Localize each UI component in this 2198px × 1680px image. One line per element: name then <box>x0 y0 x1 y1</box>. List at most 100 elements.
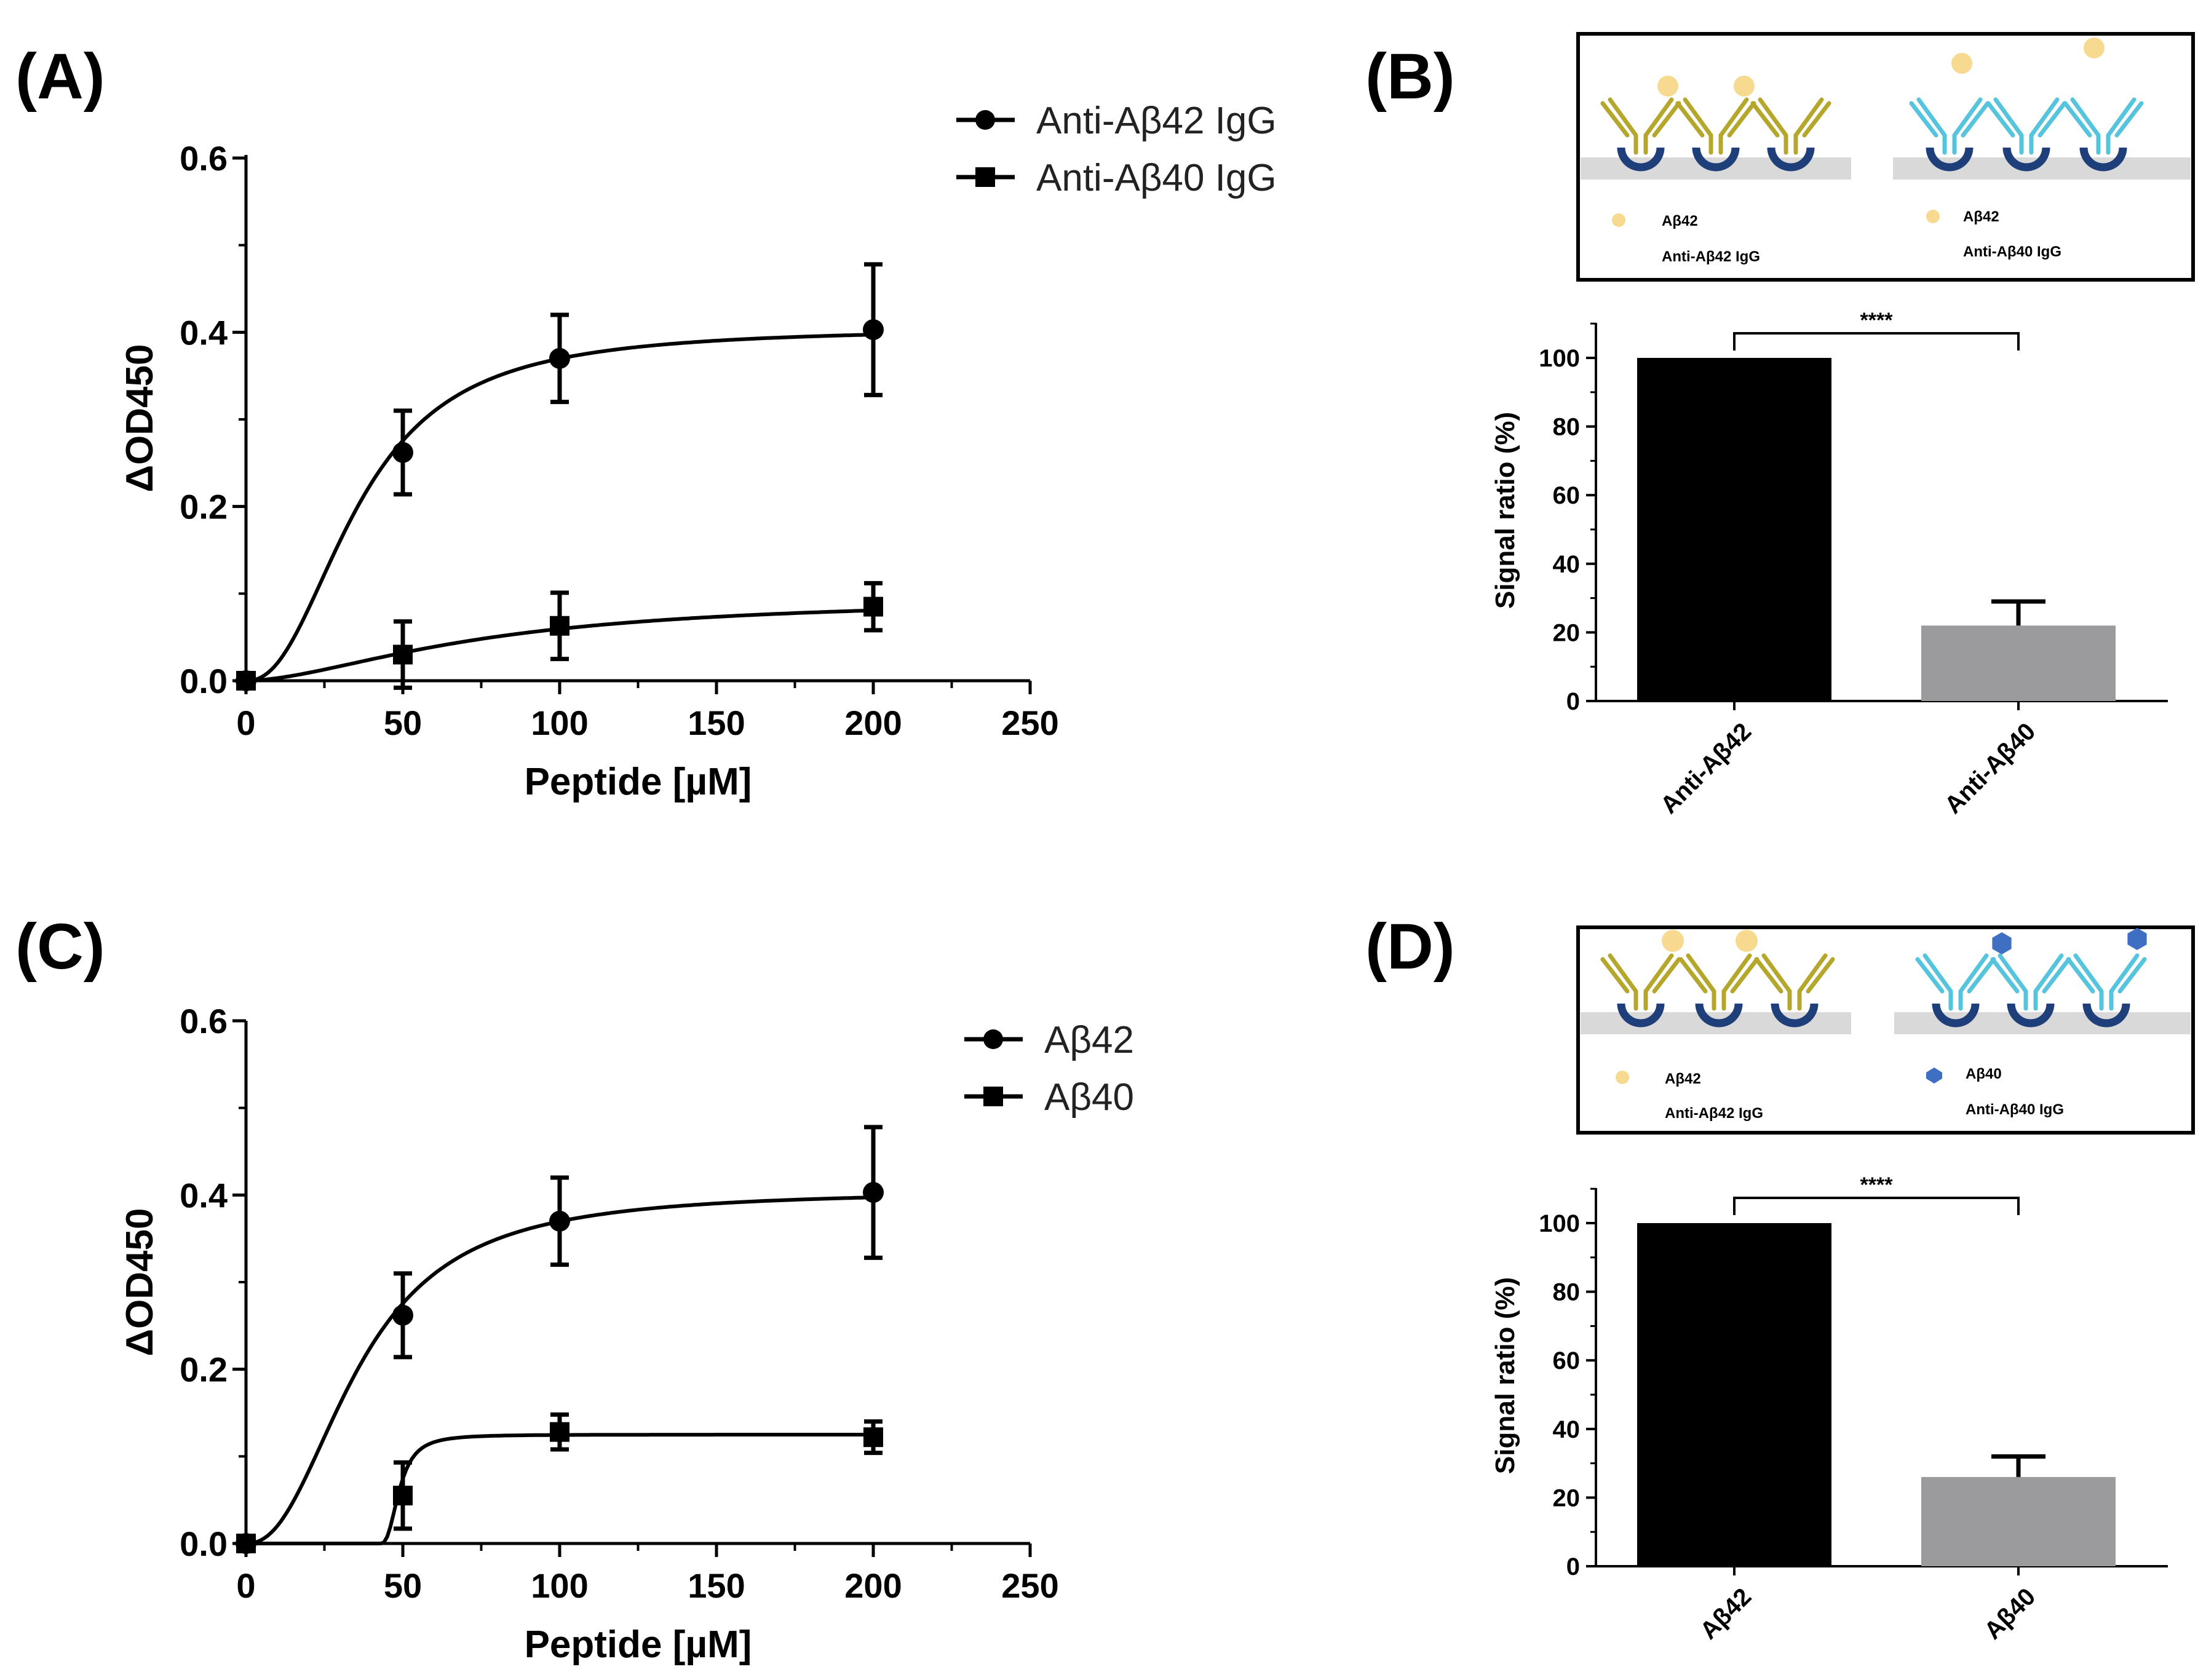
y-tick-label: 40 <box>1553 551 1581 578</box>
antibody-arm-left <box>1909 97 1947 138</box>
bar <box>1637 358 1831 701</box>
x-tick-label: 250 <box>1001 1566 1058 1605</box>
antibody-arm-left <box>1986 97 2024 138</box>
antibody-arm-right <box>1952 97 1990 138</box>
diagram-d-schematic: Aβ42 Anti-Aβ42 IgG Aβ40 Anti-Aβ40 IgG <box>1576 925 2195 1135</box>
x-tick-label: 50 <box>384 703 422 742</box>
antibody-stem <box>2019 133 2034 155</box>
peptide-icon <box>1662 930 1684 952</box>
peptide-icon <box>2084 38 2105 58</box>
peptide-legend-icon <box>1926 210 1940 223</box>
antibody-group-left <box>1600 76 1831 172</box>
antibody-icon <box>1750 97 1831 172</box>
antibody-arm-left <box>1600 953 1638 994</box>
x-axis-title: Peptide [µM] <box>525 1623 752 1666</box>
capture-receptor <box>2007 1003 2055 1028</box>
antibody-icon <box>1909 97 1990 172</box>
data-point-square <box>236 1534 256 1553</box>
diagram-frame <box>1576 32 2195 282</box>
diagram-b-schematic: Aβ42 Anti-Aβ42 IgG Aβ42 Anti-Aβ40 IgG <box>1576 32 2195 282</box>
x-tick-label: 0 <box>236 703 255 742</box>
y-tick-label: 0.2 <box>180 1350 228 1389</box>
significance-label: **** <box>1860 1173 1894 1197</box>
antibody-icon <box>1675 97 1756 172</box>
antibody-stem <box>1708 133 1723 155</box>
capture-receptor <box>1617 1003 1665 1028</box>
y-tick-label: 0.6 <box>180 1002 228 1040</box>
data-point-circle <box>549 1210 570 1232</box>
legend-peptide-label: Aβ42 <box>1963 208 1999 225</box>
y-tick-label: 0.4 <box>180 1176 228 1214</box>
legend-marker-square <box>983 1087 1003 1106</box>
bar <box>1921 625 2116 701</box>
antibody-icon <box>2063 97 2144 172</box>
antibody-stem <box>2096 133 2111 155</box>
antibody-arm-right <box>1721 953 1760 994</box>
data-point-square <box>550 1422 569 1442</box>
antibody-icon <box>1986 97 2067 172</box>
peptide-icon <box>1992 932 2012 954</box>
peptide-icon <box>1734 76 1755 97</box>
panel-label-b: (B) <box>1365 41 1455 113</box>
antibody-arm-right <box>1793 97 1831 138</box>
legend-peptide-label: Aβ42 <box>1665 1071 1701 1087</box>
antibody-stem <box>1787 989 1802 1011</box>
antibody-stem <box>1942 133 1957 155</box>
legend-marker-square <box>975 167 995 187</box>
y-tick-label: 60 <box>1553 482 1581 509</box>
antibody-arm-left <box>1915 953 1953 994</box>
legend-label: Aβ42 <box>1044 1019 1134 1061</box>
antibody-arm-right <box>1958 953 1996 994</box>
x-tick-label: 250 <box>1001 703 1058 742</box>
significance-bracket <box>1733 1197 2020 1215</box>
data-point-square <box>236 671 256 691</box>
data-point-square <box>863 596 883 617</box>
antibody-arm-left <box>2063 97 2101 138</box>
y-tick-label: 20 <box>1553 619 1581 646</box>
y-axis-title: ΔOD450 <box>119 1208 161 1356</box>
y-tick-label: 60 <box>1553 1347 1581 1374</box>
data-point-square <box>550 616 569 636</box>
legend-label: Aβ40 <box>1044 1076 1134 1119</box>
data-point-circle <box>863 1182 884 1203</box>
antibody-stem <box>2023 989 2038 1011</box>
peptide-icon <box>2127 928 2147 950</box>
peptide-icon <box>1951 53 1972 74</box>
antibody-icon <box>1678 953 1760 1028</box>
antibody-icon <box>1600 953 1681 1028</box>
antibody-arm-left <box>1600 97 1638 138</box>
capture-receptor <box>1926 147 1974 172</box>
antibody-arm-right <box>2029 97 2067 138</box>
legend-label: Anti-Aβ40 IgG <box>1036 157 1277 199</box>
y-axis-title: ΔOD450 <box>119 344 161 492</box>
legend-antibody-label: Anti-Aβ42 IgG <box>1665 1105 1763 1122</box>
legend-antibody-label: Anti-Aβ40 IgG <box>1963 244 2061 260</box>
antibody-stem <box>2099 989 2114 1011</box>
data-point-circle <box>863 319 884 341</box>
peptide-icon <box>1657 76 1678 97</box>
y-tick-label: 100 <box>1539 345 1580 372</box>
antibody-icon <box>1990 953 2071 1028</box>
series-2 <box>236 1412 883 1553</box>
y-tick-label: 0.0 <box>180 1524 228 1563</box>
antibody-arm-right <box>1643 953 1681 994</box>
antibody-arm-left <box>1754 953 1792 994</box>
data-point-circle <box>549 347 570 369</box>
antibody-arm-left <box>1750 97 1788 138</box>
y-tick-label: 80 <box>1553 1279 1581 1306</box>
antibody-arm-right <box>2106 97 2144 138</box>
capture-receptor <box>1932 1003 1980 1028</box>
capture-receptor <box>1617 147 1665 172</box>
capture-receptor <box>1771 1003 1819 1028</box>
antibody-arm-left <box>2066 953 2104 994</box>
chart-a-binding-curve: 0.0 0.2 0.4 0.6 0 50 100 150 200 250 Peptide [µM] Δ… <box>119 100 1277 803</box>
panel-label-a: (A) <box>15 41 105 113</box>
antibody-arm-right <box>1643 97 1681 138</box>
x-tick-label: 150 <box>688 703 745 742</box>
capture-receptor <box>1767 147 1815 172</box>
antibody-arm-left <box>1678 953 1716 994</box>
significance-label: **** <box>1860 309 1894 332</box>
antibody-icon <box>1915 953 1996 1028</box>
data-point-circle <box>392 1304 413 1326</box>
